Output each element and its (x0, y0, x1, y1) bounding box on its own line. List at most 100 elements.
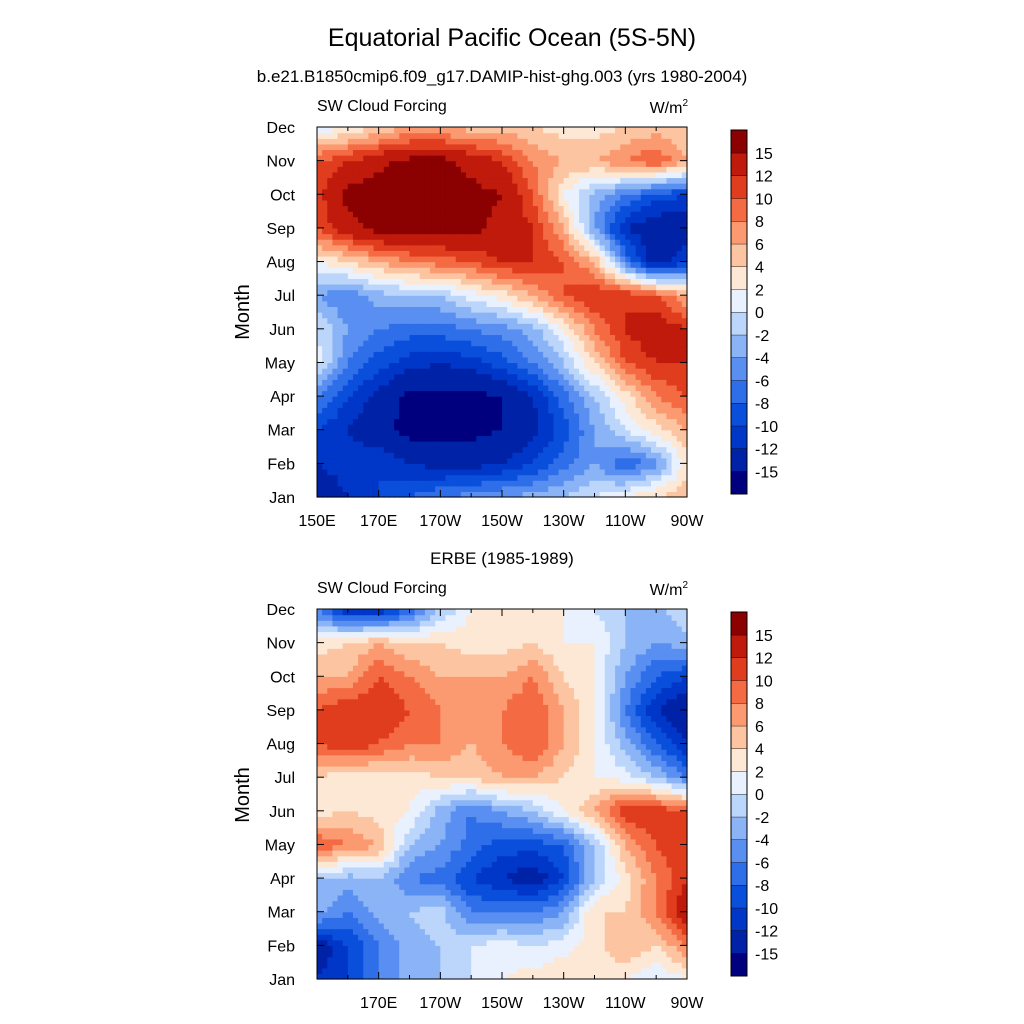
heatmap-cell (440, 127, 447, 134)
heatmap-cell (676, 356, 683, 364)
heatmap-cell (373, 261, 380, 268)
heatmap-cell (548, 446, 554, 453)
heatmap-cell (455, 177, 462, 184)
heatmap-cell (496, 295, 503, 302)
heatmap-cell (543, 177, 549, 184)
heatmap-cell (522, 452, 529, 459)
heatmap-cell (358, 412, 364, 420)
heatmap-cell (435, 255, 441, 263)
heatmap-cell (543, 373, 549, 380)
heatmap-cell (414, 261, 421, 268)
heatmap-cell (635, 255, 642, 263)
heatmap-cell (430, 401, 436, 408)
heatmap-cell (476, 149, 483, 156)
heatmap-cell (543, 396, 549, 403)
heatmap-cell (388, 199, 395, 207)
heatmap-cell (532, 328, 539, 336)
heatmap-cell (651, 446, 657, 453)
heatmap-cell (327, 463, 334, 470)
heatmap-cell (332, 973, 339, 980)
heatmap-cell (573, 446, 580, 453)
heatmap-cell (445, 143, 452, 151)
heatmap-cell (563, 973, 570, 980)
heatmap-cell (537, 429, 544, 436)
heatmap-cell (661, 379, 668, 386)
heatmap-cell (568, 373, 575, 380)
heatmap-cell (388, 177, 395, 184)
heatmap-cell (666, 474, 673, 481)
heatmap-cell (609, 283, 616, 291)
heatmap-cell (589, 255, 596, 263)
heatmap-cell (584, 468, 590, 476)
heatmap-cell (419, 132, 426, 139)
heatmap-cell (584, 194, 590, 201)
heatmap-cell (450, 261, 457, 268)
heatmap-cell (317, 362, 323, 369)
heatmap-cell (363, 138, 369, 145)
heatmap-cell (414, 289, 421, 296)
heatmap-cell (373, 250, 380, 257)
heatmap-cell (486, 424, 493, 431)
heatmap-cell (460, 480, 467, 487)
heatmap-cell (512, 216, 519, 223)
heatmap-cell (327, 452, 334, 459)
heatmap-cell (609, 295, 616, 302)
heatmap-cell (517, 429, 524, 436)
heatmap-cell (625, 183, 632, 190)
heatmap-cell (455, 435, 462, 442)
heatmap-cell (450, 368, 457, 375)
heatmap-cell (435, 132, 441, 139)
heatmap-cell (337, 132, 344, 139)
heatmap-cell (620, 300, 626, 307)
heatmap-cell (558, 132, 565, 139)
heatmap-cell (414, 401, 421, 408)
heatmap-cell (322, 255, 328, 263)
heatmap-cell (527, 160, 534, 167)
heatmap-cell (681, 300, 688, 307)
heatmap-cell (609, 244, 616, 251)
heatmap-cell (383, 967, 390, 974)
heatmap-cell (440, 183, 447, 190)
colorbar-swatch (730, 425, 748, 449)
heatmap-cell (419, 127, 426, 134)
heatmap-cell (491, 384, 498, 392)
heatmap-cell (466, 323, 472, 330)
heatmap-cell (445, 295, 452, 302)
heatmap-cell (584, 255, 590, 263)
heatmap-cell (347, 424, 354, 431)
heatmap-cell (630, 143, 637, 151)
heatmap-cell (666, 183, 673, 190)
heatmap-cell (450, 239, 457, 246)
heatmap-cell (502, 379, 508, 386)
heatmap-cell (651, 401, 657, 408)
heatmap-cell (322, 188, 328, 195)
heatmap-cell (414, 323, 421, 330)
heatmap-cell (645, 138, 652, 145)
heatmap-cell (450, 306, 457, 313)
heatmap-cell (573, 222, 580, 229)
heatmap-cell (661, 194, 668, 201)
heatmap-cell (399, 345, 405, 352)
heatmap-cell (358, 216, 364, 223)
heatmap-cell (532, 491, 539, 498)
heatmap-cell (450, 356, 457, 364)
heatmap-cell (507, 334, 513, 341)
heatmap-cell (399, 356, 405, 364)
heatmap-cell (481, 149, 488, 156)
heatmap-cell (445, 149, 452, 156)
y-tick-label: Jun (269, 322, 295, 339)
heatmap-cell (681, 480, 688, 487)
heatmap-cell (342, 356, 349, 364)
heatmap-cell (363, 267, 369, 274)
heatmap-cell (579, 149, 585, 156)
heatmap-cell (532, 205, 539, 212)
heatmap-cell (532, 155, 539, 162)
heatmap-cell (625, 306, 632, 313)
heatmap-cell (466, 440, 472, 448)
heatmap-cell (640, 149, 647, 156)
heatmap-cell (522, 429, 529, 436)
heatmap-cell (548, 211, 554, 218)
heatmap-cell (543, 132, 549, 139)
heatmap-cell (460, 446, 467, 453)
heatmap-cell (373, 967, 380, 974)
